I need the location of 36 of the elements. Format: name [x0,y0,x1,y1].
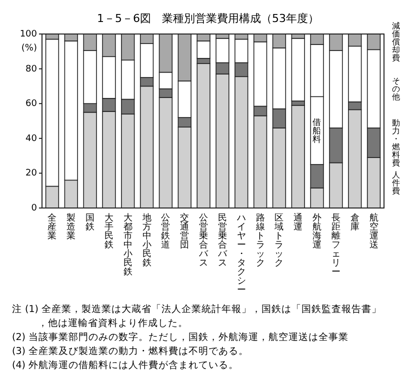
x-tick-label: 路線トラック [254,212,265,269]
text: (2) 当該事業部門のみの数字。ただし，国鉄，外航海運，航空運送は全事業 [12,331,348,343]
x-tick-label: 大都市中小民鉄 [123,212,132,278]
text: 注 (1) 全産業，製造業は大蔵省「法人企業統計年報」，国鉄は「国鉄監査報告書」，他は運輸省資料より作成した。 [12,303,382,329]
x-tick-label: 公営乗合バス [198,212,210,269]
series-label: 借船料 [312,117,322,146]
series-label: 減価償却費 [392,22,400,63]
x-tick-label: 区域トラック [274,212,284,269]
x-tick-label: 倉庫 [350,212,360,233]
x-tick-label: 全産業 [48,212,57,242]
text: (4) 外航海運の借船料には人件費が含まれている。 [12,359,238,371]
chart-title: 1－5－6図 業種別営業費用構成（53年度） [97,12,319,25]
y-tick-label: 60 [26,99,38,110]
category-label: ハイヤー・タクシー [236,214,246,296]
x-tick-label: 国鉄 [86,214,95,233]
series-label: 人件費 [392,170,400,196]
y-tick-label: 80 [26,64,38,74]
x-tick-label: 交通営団 [180,212,190,251]
x-tick-label: 通運 [294,212,303,233]
series-label: 動力・燃料費 [392,118,400,168]
series-label: その他 [392,76,400,102]
x-tick-label: 地方中小民鉄 [141,212,152,269]
x-tick-label: 民営乗合バス [216,212,228,269]
y-axis-title: (%) [21,43,37,54]
x-tick-label: 長距離フェリー [331,212,340,278]
x-tick-label: 製造業 [66,212,76,242]
x-tick-label: 公営鉄道 [161,212,170,251]
x-tick-label: 外航海運 [312,212,322,251]
bar [291,38,305,102]
y-tick-label: 20 [26,168,38,179]
y-tick-label: 100 [20,29,38,40]
x-tick-label: 大手民鉄 [104,212,114,251]
y-tick-label: 0 [31,203,38,214]
y-tick-label: 40 [26,134,38,144]
text: (3) 全産業及び製造業の動力・燃料費は不明である。 [12,345,248,357]
x-tick-label: 航空運送 [369,212,378,251]
